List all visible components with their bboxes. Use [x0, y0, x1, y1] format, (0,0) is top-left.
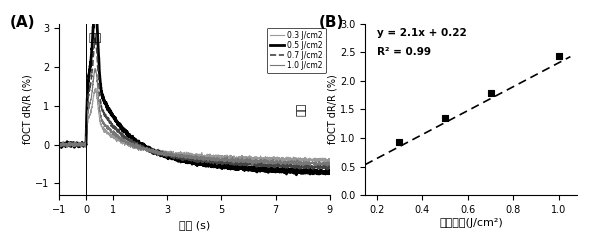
1.0 J/cm2: [187, 157, 194, 159]
1.0 J/cm2: [55, 141, 62, 144]
0.7 J/cm2: [55, 143, 62, 145]
0.7 J/cm2: [319, 165, 326, 168]
Point: [486, 92, 495, 95]
Line: 0.3 J/cm2: 0.3 J/cm2: [59, 88, 330, 162]
1.0 J/cm2: [69, 143, 76, 146]
0.3 J/cm2: [319, 158, 326, 161]
0.7 J/cm2: [326, 165, 333, 168]
0.5 J/cm2: [180, 158, 187, 161]
0.3 J/cm2: [320, 161, 327, 164]
Text: 峰値: 峰値: [297, 103, 306, 116]
Line: 1.0 J/cm2: 1.0 J/cm2: [59, 69, 330, 166]
0.7 J/cm2: [69, 144, 76, 147]
0.7 J/cm2: [187, 156, 194, 159]
Line: 0.7 J/cm2: 0.7 J/cm2: [59, 38, 330, 170]
1.0 J/cm2: [180, 154, 187, 157]
0.7 J/cm2: [319, 166, 326, 169]
0.5 J/cm2: [187, 161, 194, 164]
1.0 J/cm2: [326, 162, 333, 165]
0.5 J/cm2: [293, 174, 300, 176]
1.0 J/cm2: [91, 67, 98, 70]
0.5 J/cm2: [326, 172, 333, 175]
1.0 J/cm2: [319, 163, 326, 165]
0.5 J/cm2: [319, 171, 326, 174]
X-axis label: 刷激强度(J/cm²): 刷激强度(J/cm²): [439, 218, 503, 228]
Text: R² = 0.99: R² = 0.99: [376, 47, 431, 57]
Y-axis label: fOCT dR/R (%): fOCT dR/R (%): [22, 74, 32, 144]
Point: [440, 116, 449, 120]
X-axis label: 时间 (s): 时间 (s): [178, 220, 210, 230]
0.5 J/cm2: [269, 169, 276, 172]
0.3 J/cm2: [92, 87, 100, 89]
1.0 J/cm2: [319, 162, 326, 165]
0.7 J/cm2: [269, 164, 276, 166]
0.5 J/cm2: [55, 145, 62, 148]
Legend: 0.3 J/cm2, 0.5 J/cm2, 0.7 J/cm2, 1.0 J/cm2: 0.3 J/cm2, 0.5 J/cm2, 0.7 J/cm2, 1.0 J/c…: [267, 28, 326, 73]
0.7 J/cm2: [324, 168, 331, 171]
Text: (B): (B): [319, 15, 344, 30]
0.3 J/cm2: [319, 158, 326, 160]
0.3 J/cm2: [187, 152, 194, 155]
0.3 J/cm2: [180, 154, 187, 157]
Line: 0.5 J/cm2: 0.5 J/cm2: [59, 3, 330, 175]
1.0 J/cm2: [269, 160, 276, 163]
0.3 J/cm2: [69, 144, 76, 147]
0.5 J/cm2: [319, 170, 326, 173]
0.3 J/cm2: [269, 157, 276, 160]
Text: 刷激: 刷激: [88, 33, 101, 43]
0.5 J/cm2: [92, 2, 99, 5]
Point: [395, 140, 404, 144]
Y-axis label: fOCT dR/R (%): fOCT dR/R (%): [327, 74, 337, 144]
0.5 J/cm2: [69, 143, 76, 146]
Text: y = 2.1x + 0.22: y = 2.1x + 0.22: [376, 28, 466, 38]
0.3 J/cm2: [55, 141, 62, 144]
0.3 J/cm2: [326, 160, 333, 163]
0.7 J/cm2: [92, 37, 99, 40]
Text: (A): (A): [10, 15, 35, 30]
Point: [554, 55, 564, 58]
1.0 J/cm2: [324, 165, 331, 168]
0.7 J/cm2: [180, 156, 187, 159]
